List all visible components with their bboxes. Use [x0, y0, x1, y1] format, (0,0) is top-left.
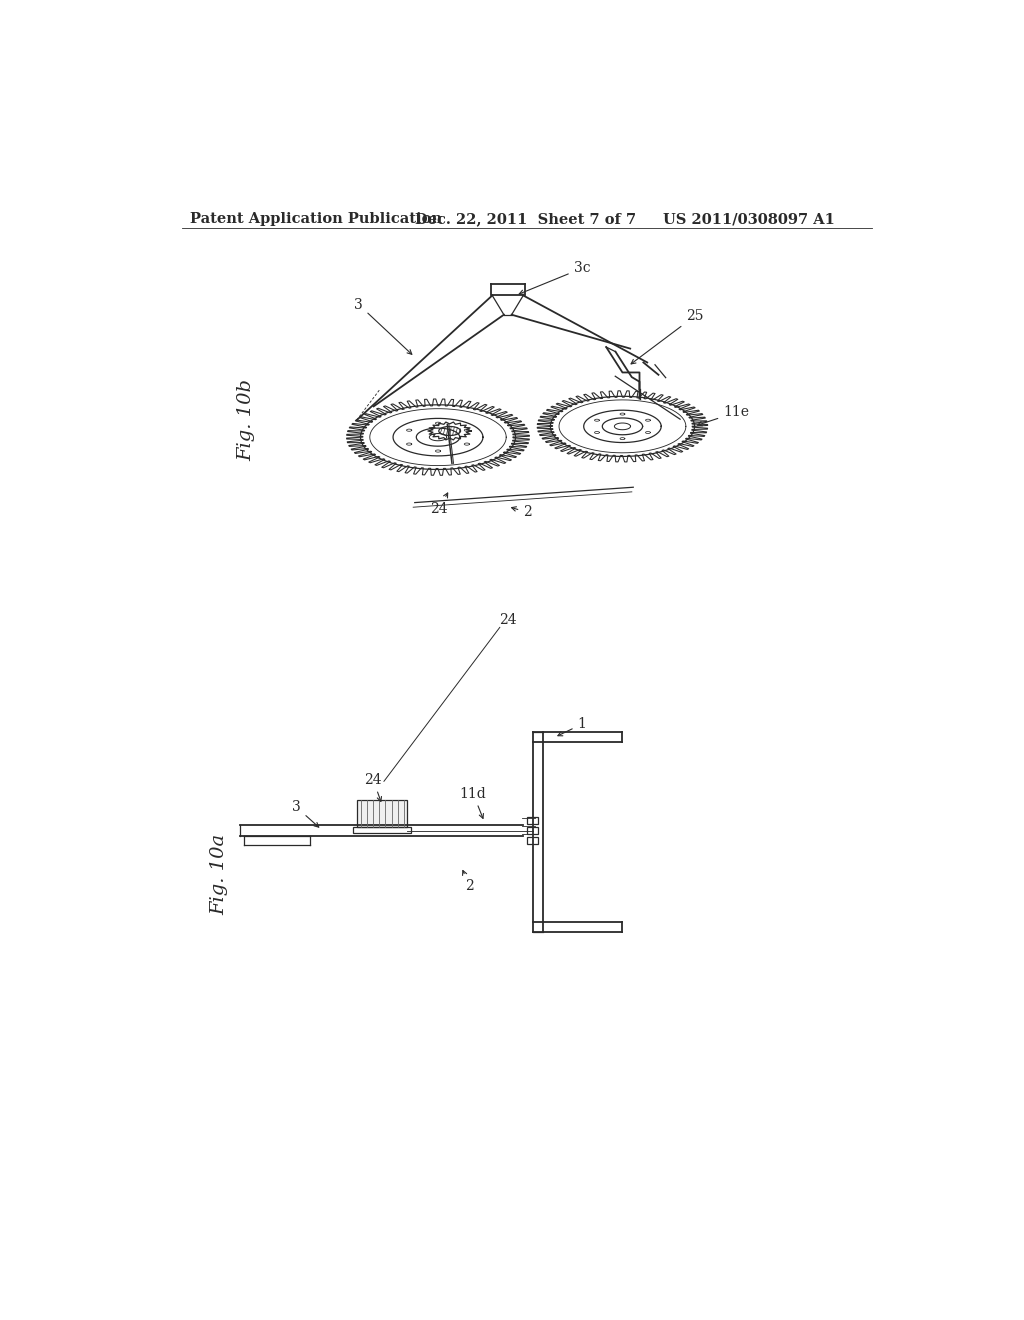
Bar — [527, 817, 538, 825]
Text: 24: 24 — [499, 614, 516, 627]
Bar — [352, 826, 411, 833]
Text: Fig. 10b: Fig. 10b — [237, 379, 255, 461]
Bar — [356, 800, 407, 826]
Text: 24: 24 — [430, 494, 447, 516]
Text: 3: 3 — [292, 800, 318, 828]
Text: 3: 3 — [354, 297, 412, 354]
Text: 25: 25 — [631, 309, 703, 364]
Text: Fig. 10a: Fig. 10a — [211, 834, 228, 915]
Text: 3c: 3c — [519, 261, 590, 294]
Text: 2: 2 — [463, 870, 474, 892]
Bar — [527, 837, 538, 845]
Bar — [527, 826, 538, 834]
Text: 1: 1 — [558, 717, 587, 735]
Text: Patent Application Publication: Patent Application Publication — [190, 213, 442, 226]
Text: 24: 24 — [365, 772, 382, 801]
Text: Dec. 22, 2011  Sheet 7 of 7: Dec. 22, 2011 Sheet 7 of 7 — [415, 213, 636, 226]
Text: US 2011/0308097 A1: US 2011/0308097 A1 — [663, 213, 835, 226]
Text: 11d: 11d — [460, 787, 486, 818]
Text: 11e: 11e — [697, 405, 750, 426]
Text: 2: 2 — [512, 506, 532, 520]
